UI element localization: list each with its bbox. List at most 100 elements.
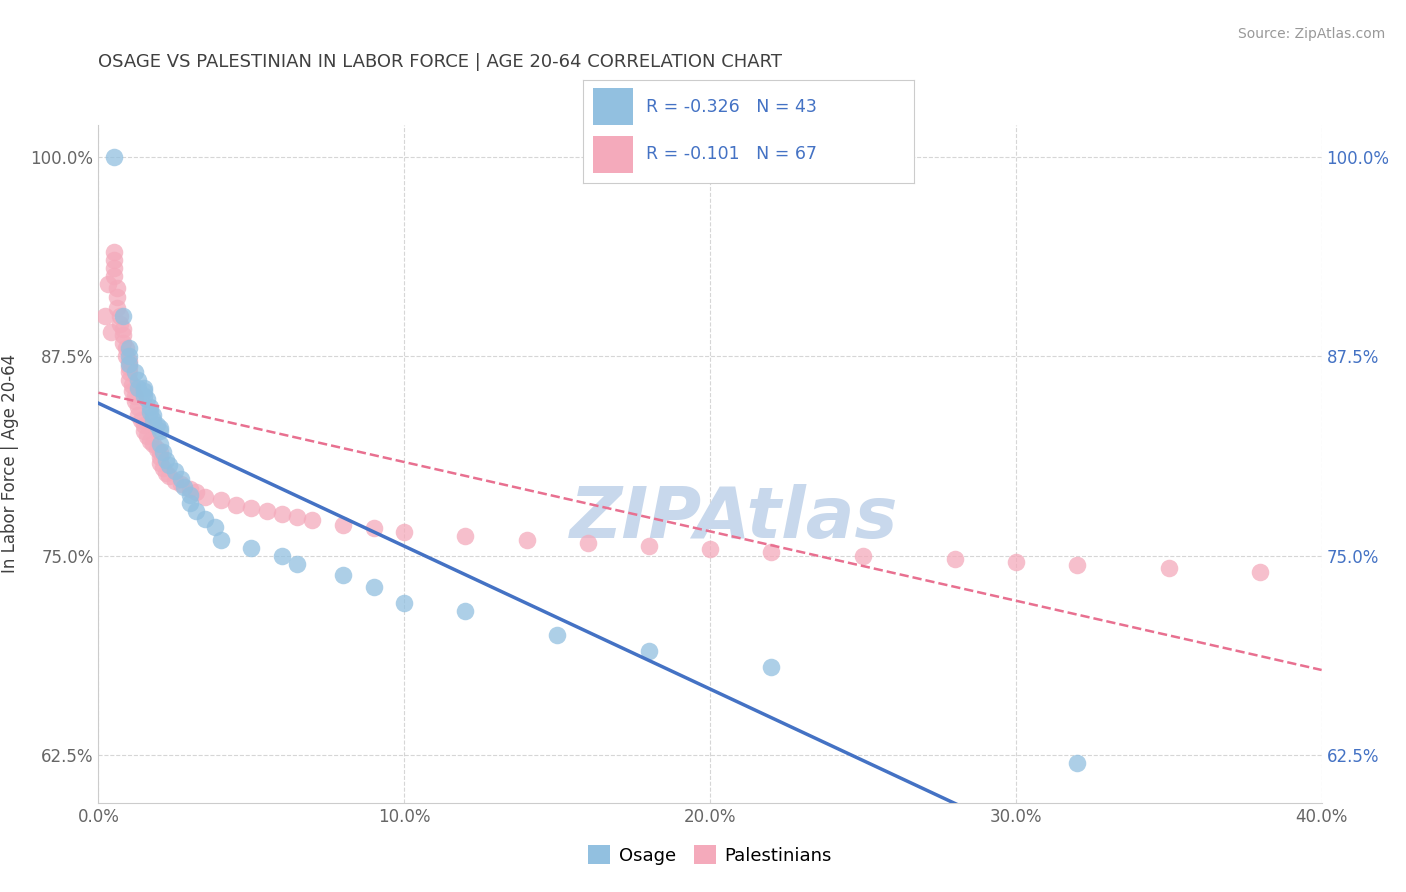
Point [179,482,201,496]
Point [111,310,134,324]
Point [134,424,156,438]
Point [134,384,156,399]
Point [454,604,477,618]
Point [332,518,354,533]
Point [100,325,122,339]
Point [93,310,115,324]
Point [142,413,165,427]
Point [637,539,661,553]
Point [170,472,193,486]
Point [699,542,721,557]
Y-axis label: In Labor Force | Age 20-64: In Labor Force | Age 20-64 [1,354,20,574]
Point [546,628,568,642]
Point [105,290,128,304]
Point [392,524,416,539]
Point [186,504,208,518]
Point [108,318,131,332]
Point [124,393,146,408]
Point [134,381,156,395]
Point [142,437,165,451]
Legend: Osage, Palestinians: Osage, Palestinians [581,838,839,871]
Point [115,349,138,363]
Point [163,474,186,488]
Point [121,384,143,399]
Bar [593,136,633,173]
Point [637,644,661,658]
Point [152,445,174,459]
Point [103,269,125,284]
Point [118,357,141,371]
Point [121,377,143,392]
Point [149,424,172,438]
Point [103,245,125,260]
Point [759,545,782,559]
Point [194,512,217,526]
Point [157,468,180,483]
Point [576,536,599,550]
Point [1066,756,1088,770]
Point [240,541,263,555]
Point [225,498,247,512]
Point [118,373,141,387]
Point [127,401,149,415]
Point [516,533,538,547]
Text: Source: ZipAtlas.com: Source: ZipAtlas.com [1237,27,1385,41]
Point [105,301,128,316]
Point [163,464,186,478]
Point [1004,555,1026,569]
Point [118,365,141,379]
Point [285,557,308,571]
Point [97,277,120,292]
Point [145,417,167,432]
Point [118,341,141,355]
Point [152,460,174,475]
Text: R = -0.101   N = 67: R = -0.101 N = 67 [647,145,817,163]
Point [149,421,172,435]
Point [155,466,177,480]
Point [1157,561,1180,575]
Point [363,581,385,595]
Point [270,549,292,563]
Point [363,521,385,535]
Point [127,381,149,395]
Point [139,434,162,448]
Point [149,450,172,464]
Point [103,261,125,276]
Point [118,360,141,375]
Point [240,500,263,515]
Point [103,150,125,164]
Point [124,389,146,403]
Point [139,401,162,415]
Point [943,551,966,566]
Point [1249,565,1271,579]
Point [301,513,323,527]
Point [332,567,354,582]
Point [179,488,201,502]
Point [149,437,172,451]
Point [170,476,193,491]
Point [103,253,125,268]
Point [145,442,167,456]
Point [392,596,416,610]
Point [194,490,217,504]
Point [155,453,177,467]
Text: R = -0.326   N = 43: R = -0.326 N = 43 [647,98,817,116]
Point [204,520,226,534]
Text: ZIPAtlas: ZIPAtlas [571,483,898,552]
Point [115,341,138,355]
Point [108,310,131,324]
Point [111,322,134,336]
Point [270,507,292,521]
Point [118,354,141,368]
Point [136,392,159,407]
Point [118,349,141,363]
Point [179,496,201,510]
Point [111,336,134,351]
Point [256,504,278,518]
Point [127,408,149,422]
Point [134,417,156,432]
Bar [593,88,633,126]
Point [111,328,134,343]
Point [157,458,180,472]
Point [105,280,128,294]
